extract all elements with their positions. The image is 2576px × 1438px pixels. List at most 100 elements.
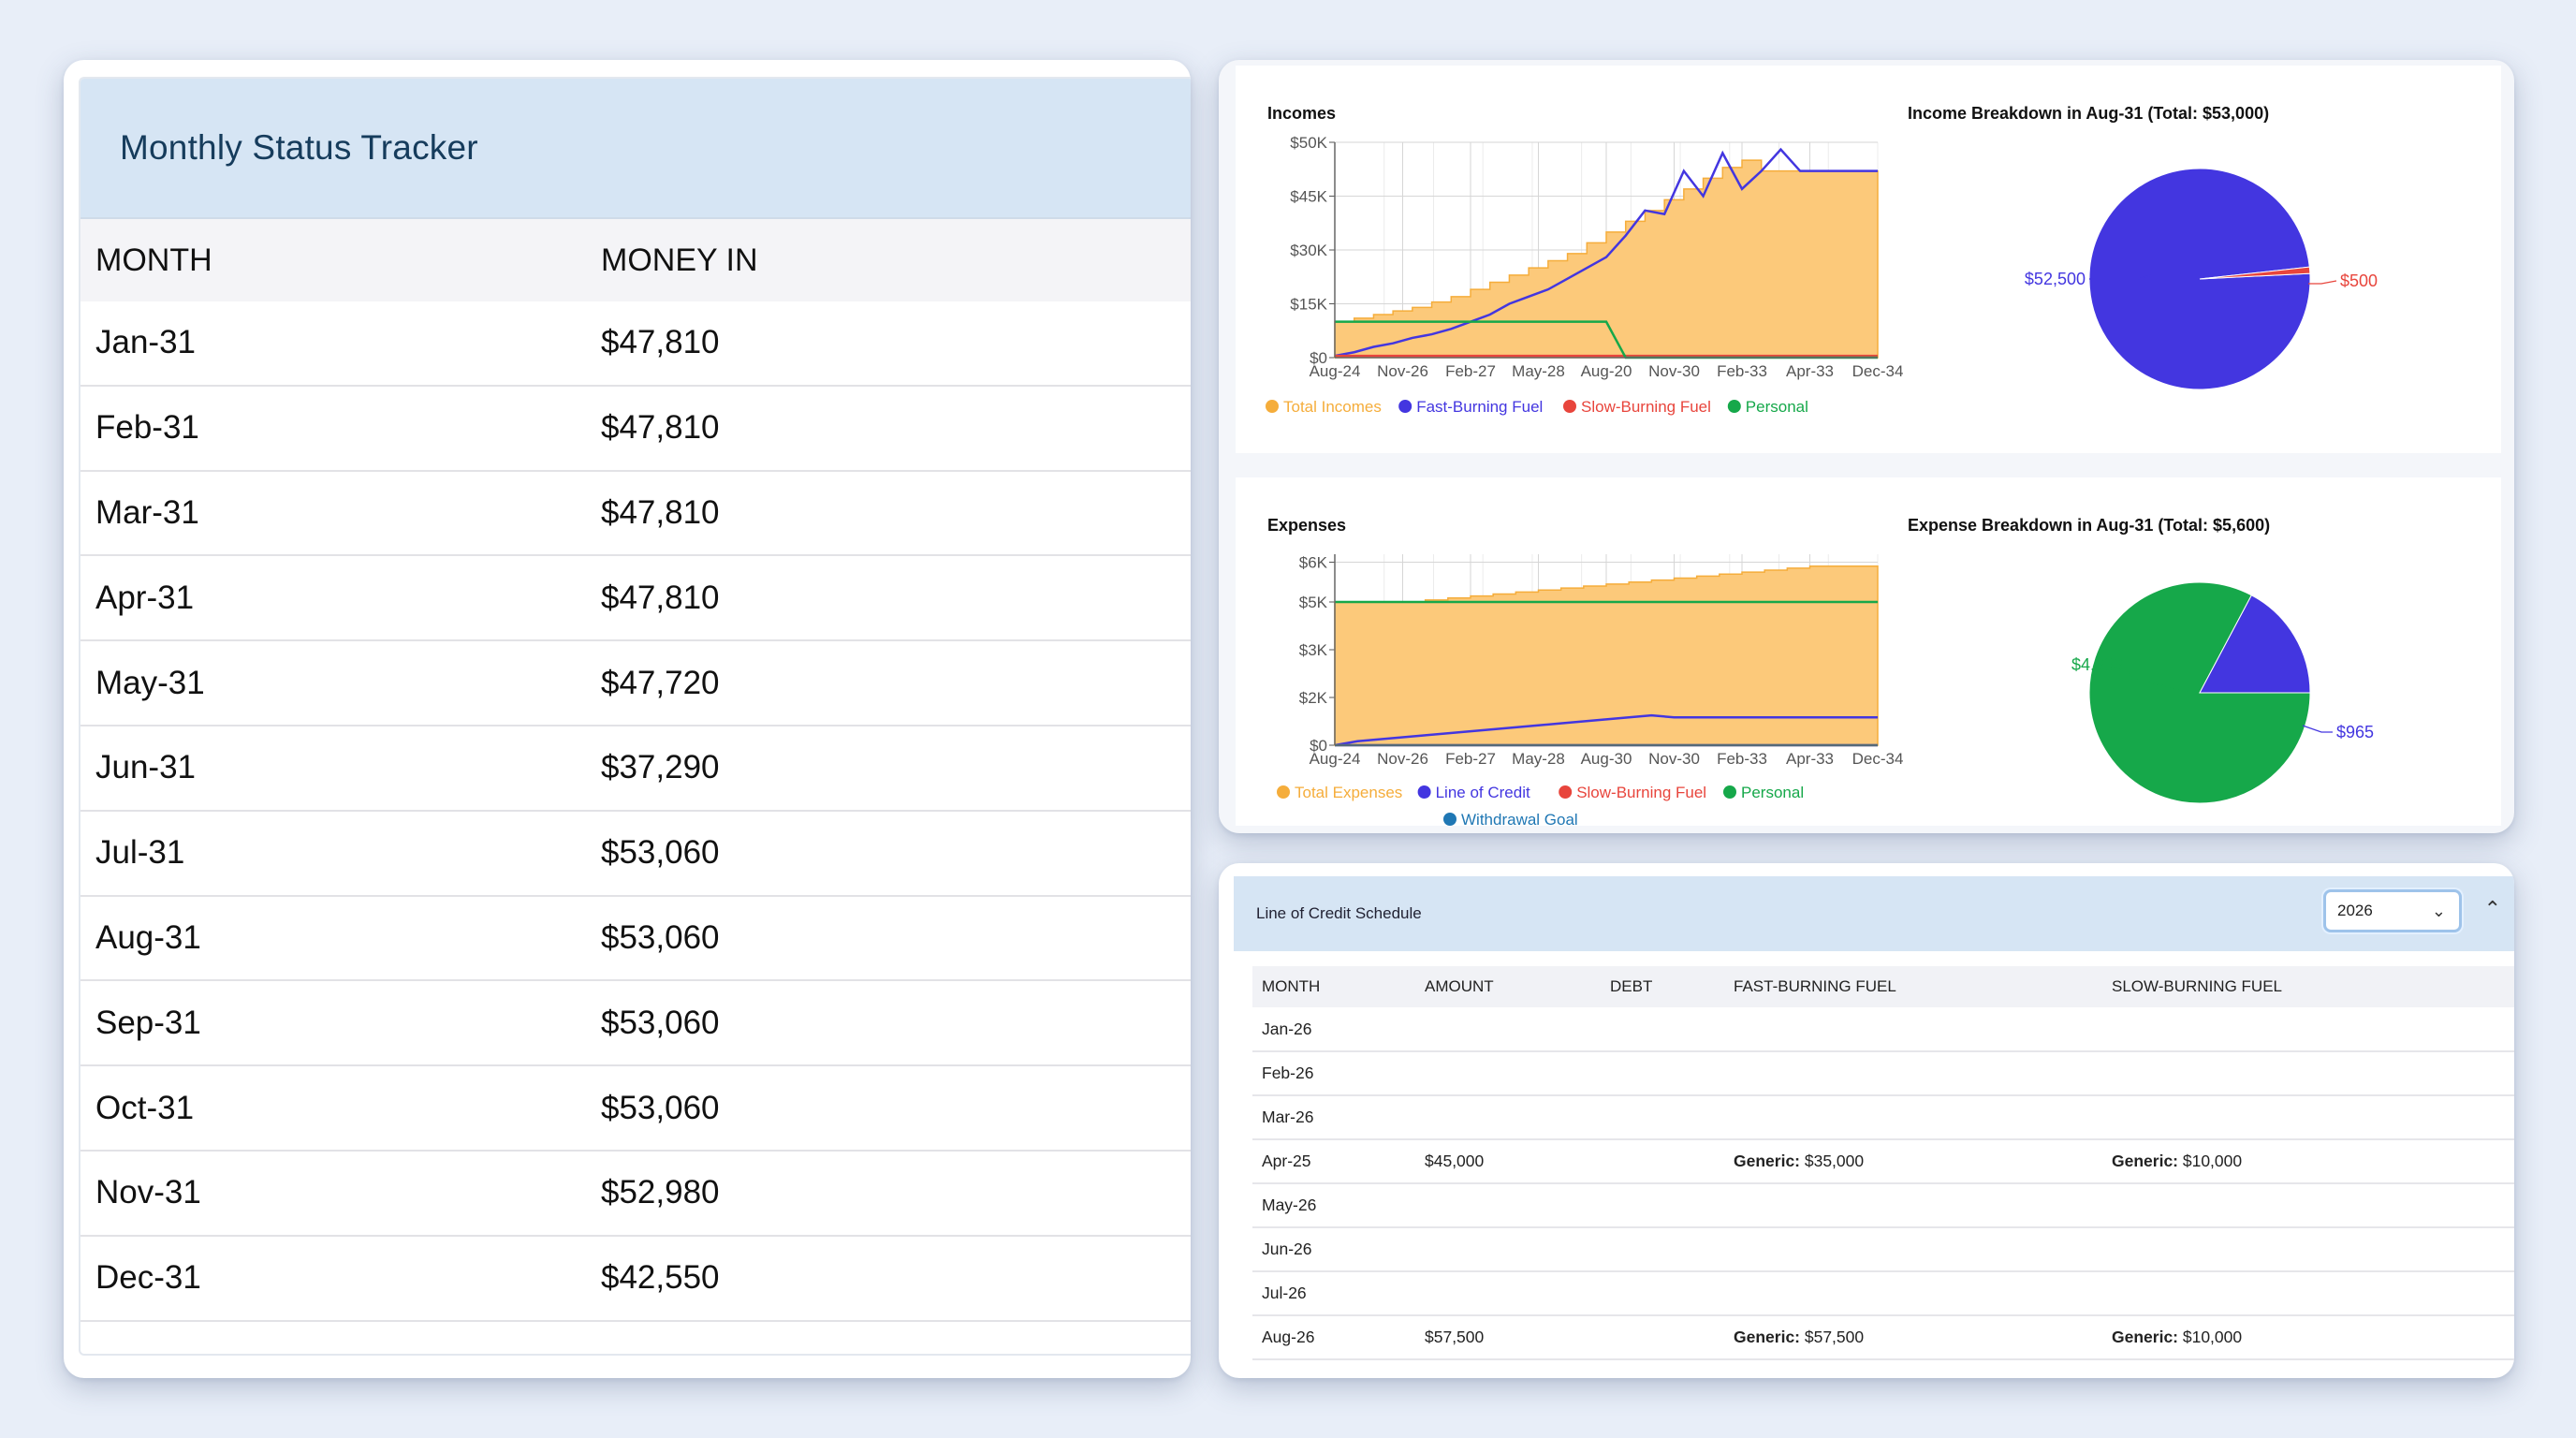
table-row[interactable]: Nov-31 $52,980 bbox=[80, 1152, 1191, 1237]
table-row[interactable]: Mar-26 bbox=[1252, 1095, 2514, 1140]
legend-label[interactable]: Slow-Burning Fuel bbox=[1581, 398, 1711, 416]
tracker-table: Monthly Status Tracker MONTH MONEY IN Ja… bbox=[79, 77, 1191, 1356]
month-cell: Aug-26 bbox=[1252, 1315, 1415, 1360]
y-tick-label: $30K bbox=[1290, 242, 1327, 259]
money-in-cell: $42,550 bbox=[601, 1259, 720, 1297]
table-row[interactable]: Apr-25 $45,000 Generic: $35,000 Generic: $1… bbox=[1252, 1139, 2514, 1184]
income-chart-panel: Incomes $0 $15K $30K $45K $50K Aug-24 Nov-26 Feb… bbox=[1236, 66, 2501, 453]
schedule-col-month[interactable]: MONTH bbox=[1252, 966, 1415, 1007]
month-cell: Apr-31 bbox=[95, 579, 195, 616]
legend-label[interactable]: Personal bbox=[1741, 784, 1804, 801]
debt-cell bbox=[1601, 1139, 1724, 1184]
slow-fuel-key: Generic: bbox=[2112, 1328, 2178, 1346]
amount-cell bbox=[1415, 1183, 1601, 1228]
money-in-cell: $47,810 bbox=[601, 579, 720, 616]
table-row[interactable]: Jul-26 bbox=[1252, 1271, 2514, 1316]
legend-label[interactable]: Slow-Burning Fuel bbox=[1576, 784, 1706, 801]
table-row[interactable]: Apr-31 $47,810 bbox=[80, 556, 1191, 642]
pie-slice[interactable] bbox=[2088, 168, 2311, 390]
schedule-header: Line of Credit Schedule 2026 ⌄ ⌃ bbox=[1234, 876, 2514, 951]
table-row[interactable]: May-31 $47,720 bbox=[80, 641, 1191, 726]
money-in-cell: $53,060 bbox=[601, 1089, 720, 1126]
legend-label[interactable]: Total Expenses bbox=[1295, 784, 1402, 801]
y-tick-label: $6K bbox=[1299, 554, 1328, 572]
table-row[interactable]: Feb-31 $47,810 bbox=[80, 387, 1191, 472]
pie-slice-label: $52,500 bbox=[2025, 270, 2086, 288]
month-cell: May-26 bbox=[1252, 1183, 1415, 1228]
chevron-up-icon[interactable]: ⌃ bbox=[2483, 897, 2501, 920]
table-row[interactable]: Dec-31 $42,550 bbox=[80, 1237, 1191, 1322]
table-row[interactable]: Mar-31 $47,810 bbox=[80, 472, 1191, 557]
area-chart: Expenses $0 $2K $3K $5K $6K Aug-24 Nov-26 Feb-27… bbox=[1267, 516, 1903, 826]
x-tick-label: Apr-33 bbox=[1786, 750, 1834, 768]
pie-slice[interactable] bbox=[2199, 266, 2311, 280]
chart-title: Income Breakdown in Aug-31 (Total: $53,0… bbox=[1908, 104, 2269, 123]
month-cell: Jun-31 bbox=[95, 749, 197, 786]
month-cell: Feb-26 bbox=[1252, 1051, 1415, 1096]
year-select-value: 2026 bbox=[2337, 902, 2373, 919]
table-row[interactable]: Aug-26 $57,500 Generic: $57,500 Generic: $1… bbox=[1252, 1315, 2514, 1360]
schedule-col-amount[interactable]: AMOUNT bbox=[1415, 966, 1601, 1007]
legend-marker bbox=[1723, 785, 1736, 799]
legend-marker bbox=[1266, 400, 1279, 413]
amount-cell bbox=[1415, 1051, 1601, 1096]
schedule-col-fast-burning-fuel[interactable]: FAST-BURNING FUEL bbox=[1724, 966, 2102, 1007]
schedule-col-debt[interactable]: DEBT bbox=[1601, 966, 1724, 1007]
schedule-title: Line of Credit Schedule bbox=[1256, 904, 1422, 922]
table-row[interactable]: Feb-26 bbox=[1252, 1051, 2514, 1096]
pie-slice[interactable] bbox=[2199, 594, 2311, 694]
table-row[interactable]: May-26 bbox=[1252, 1183, 2514, 1228]
pie-label-leader bbox=[2302, 725, 2333, 733]
chart-title: Expense Breakdown in Aug-31 (Total: $5,6… bbox=[1908, 516, 2270, 535]
legend-label[interactable]: Total Incomes bbox=[1283, 398, 1382, 416]
slow-burning-fuel-cell: Generic: $10,000 bbox=[2102, 1139, 2514, 1184]
month-cell: May-31 bbox=[95, 664, 205, 701]
fast-burning-fuel-cell: Generic: $35,000 bbox=[1724, 1139, 2102, 1184]
series-line-line-of-credit bbox=[1334, 713, 1878, 747]
year-select[interactable]: 2026 ⌄ bbox=[2323, 889, 2462, 932]
amount-cell bbox=[1415, 1271, 1601, 1316]
x-tick-label: Nov-26 bbox=[1377, 362, 1428, 380]
table-row[interactable]: Sep-31 $53,060 bbox=[80, 981, 1191, 1067]
legend-marker bbox=[1563, 400, 1576, 413]
fast-burning-fuel-cell bbox=[1724, 1007, 2102, 1052]
table-row[interactable]: Jan-31 $47,810 bbox=[80, 301, 1191, 387]
legend-label[interactable]: Withdrawal Goal bbox=[1461, 811, 1578, 826]
column-header-month[interactable]: MONTH bbox=[95, 242, 212, 278]
table-row[interactable]: Jun-31 $37,290 bbox=[80, 726, 1191, 812]
table-row[interactable]: Jun-26 bbox=[1252, 1227, 2514, 1272]
fast-burning-fuel-cell bbox=[1724, 1051, 2102, 1096]
x-tick-label: Apr-33 bbox=[1786, 362, 1834, 380]
month-cell: Feb-31 bbox=[95, 409, 199, 447]
month-cell: Nov-31 bbox=[95, 1174, 201, 1211]
x-tick-label: May-28 bbox=[1512, 750, 1565, 768]
x-tick-label: Feb-27 bbox=[1445, 750, 1496, 768]
pie-slice-label: $965 bbox=[2336, 723, 2374, 741]
income-charts-svg: Incomes $0 $15K $30K $45K $50K Aug-24 Nov-26 Feb… bbox=[1266, 104, 2378, 416]
money-in-cell: $47,810 bbox=[601, 324, 720, 361]
table-row[interactable]: Oct-31 $53,060 bbox=[80, 1066, 1191, 1152]
debt-cell bbox=[1601, 1227, 1724, 1272]
table-row[interactable]: Jul-31 $53,060 bbox=[80, 812, 1191, 897]
amount-cell bbox=[1415, 1095, 1601, 1140]
tracker-title: Monthly Status Tracker bbox=[120, 128, 478, 167]
debt-cell bbox=[1601, 1315, 1724, 1360]
column-header-money-in[interactable]: MONEY IN bbox=[601, 242, 758, 278]
legend-label[interactable]: Fast-Burning Fuel bbox=[1416, 398, 1543, 416]
fast-burning-fuel-cell: Generic: $57,500 bbox=[1724, 1315, 2102, 1360]
money-in-cell: $37,290 bbox=[601, 749, 720, 786]
legend-label[interactable]: Personal bbox=[1746, 398, 1808, 416]
month-cell: Jan-26 bbox=[1252, 1007, 1415, 1052]
month-cell: Oct-31 bbox=[95, 1089, 195, 1126]
legend-label[interactable]: Line of Credit bbox=[1436, 784, 1530, 801]
table-row[interactable]: Jan-26 bbox=[1252, 1007, 2514, 1052]
y-tick-label: $50K bbox=[1290, 134, 1327, 152]
fast-burning-fuel-cell bbox=[1724, 1227, 2102, 1272]
tracker-header: Monthly Status Tracker bbox=[80, 79, 1191, 219]
schedule-col-slow-burning-fuel[interactable]: SLOW-BURNING FUEL bbox=[2102, 966, 2514, 1007]
table-row[interactable]: Aug-31 $53,060 bbox=[80, 897, 1191, 982]
amount-cell bbox=[1415, 1007, 1601, 1052]
legend-marker bbox=[1277, 785, 1290, 799]
x-tick-label: Nov-30 bbox=[1648, 750, 1700, 768]
tracker-column-header-row: MONTH MONEY IN bbox=[80, 219, 1191, 301]
